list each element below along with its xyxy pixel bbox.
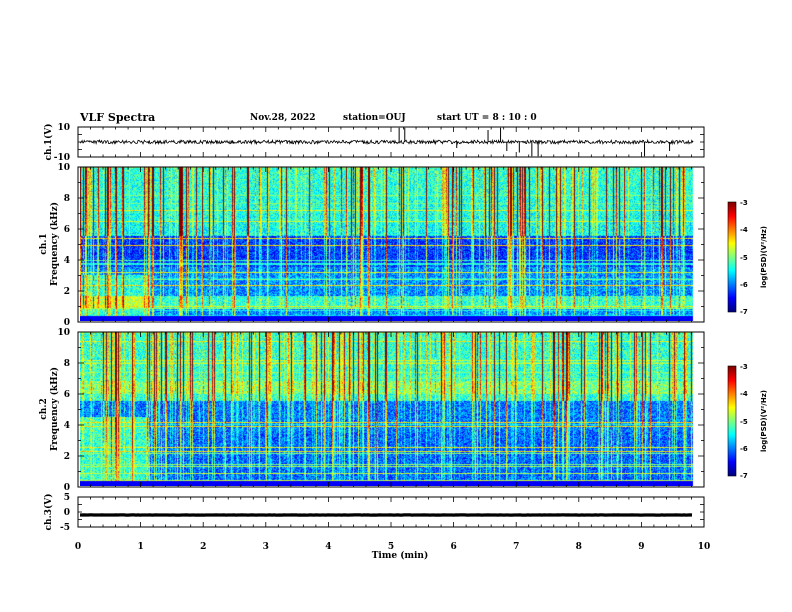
ch2-cb-tick-neg6: -6 xyxy=(740,445,748,453)
ch1-colorbar-frame xyxy=(727,201,737,313)
ch1-spectrogram-image xyxy=(80,167,694,321)
xtick-0: 0 xyxy=(75,542,81,552)
ch1-cb-tick-neg5: -5 xyxy=(740,254,748,262)
ch1-cb-tick-neg7: -7 xyxy=(740,308,748,316)
ch1-wave-ylabel: ch.1(V) xyxy=(43,124,54,161)
ch1-wave-ytick-neg10: -10 xyxy=(54,153,70,163)
plot-title: VLF Spectra xyxy=(80,111,156,124)
ch1-spec-ytick-4: 4 xyxy=(64,256,70,266)
date-label: Nov.28, 2022 xyxy=(250,113,316,123)
ch1-spec-ytick-8: 8 xyxy=(64,194,70,204)
xtick-1: 1 xyxy=(137,542,143,552)
ch2-cb-tick-neg7: -7 xyxy=(740,472,748,480)
ch1-wave-ytick-10: 10 xyxy=(57,123,70,133)
xtick-9: 9 xyxy=(638,542,644,552)
xtick-6: 6 xyxy=(450,542,456,552)
ch2-spec-ytick-6: 6 xyxy=(64,390,70,400)
ch1-cb-tick-neg6: -6 xyxy=(740,281,748,289)
ch3-wave-ylabel: ch.3(V) xyxy=(43,494,54,531)
ch2-cb-tick-neg5: -5 xyxy=(740,418,748,426)
ch1-waveform-spikes xyxy=(398,127,671,157)
ch3-wave-ytick-5: 5 xyxy=(64,493,70,503)
ch1-cb-tick-neg3: -3 xyxy=(740,199,748,207)
ch2-colorbar-frame xyxy=(727,365,737,477)
ch1-spec-ylabel-channel: ch.1 xyxy=(39,233,49,254)
ch2-spec-ytick-4: 4 xyxy=(64,421,70,431)
xtick-3: 3 xyxy=(263,542,269,552)
xtick-4: 4 xyxy=(325,542,331,552)
ch3-wave-ytick-neg5: -5 xyxy=(60,523,70,533)
ch1-spec-ytick-10: 10 xyxy=(57,163,70,173)
ch2-spectrogram-image xyxy=(80,332,694,486)
ch3-wave-ytick-0: 0 xyxy=(64,508,70,518)
ch1-waveform-trace xyxy=(79,138,694,146)
ch1-spec-ytick-0: 0 xyxy=(64,318,70,328)
x-axis-title: Time (min) xyxy=(372,550,429,561)
ch2-cb-tick-neg3: -3 xyxy=(740,363,748,371)
ch1-spec-ylabel-freq: Frequency (kHz) xyxy=(49,202,60,286)
ch1-cb-tick-neg4: -4 xyxy=(740,226,748,234)
start-time-label: start UT = 8 : 10 : 0 xyxy=(437,113,537,123)
ch2-spec-ytick-10: 10 xyxy=(57,328,70,338)
ch1-spec-ytick-6: 6 xyxy=(64,225,70,235)
ch1-spec-ytick-2: 2 xyxy=(64,287,70,297)
station-label: station=OUJ xyxy=(343,113,406,123)
xtick-7: 7 xyxy=(513,542,519,552)
ch2-spec-ytick-2: 2 xyxy=(64,452,70,462)
xtick-8: 8 xyxy=(576,542,582,552)
ch2-spectrogram-frame xyxy=(77,331,705,488)
xtick-2: 2 xyxy=(200,542,206,552)
ch2-spec-ylabel-channel: ch.2 xyxy=(39,398,49,419)
ch2-cb-label: log(PSD)(V²/Hz) xyxy=(760,390,768,452)
xtick-10: 10 xyxy=(698,542,711,552)
ch2-colorbar xyxy=(728,366,736,476)
ch1-spectrogram-frame xyxy=(77,166,705,323)
ch2-cb-tick-neg4: -4 xyxy=(740,390,748,398)
xtick-5: 5 xyxy=(388,542,394,552)
ch2-spec-ytick-8: 8 xyxy=(64,359,70,369)
axis-ticks xyxy=(77,126,705,528)
ch2-spec-ylabel-freq: Frequency (kHz) xyxy=(49,367,60,451)
ch2-spec-ytick-0: 0 xyxy=(64,483,70,493)
ch1-cb-label: log(PSD)(V²/Hz) xyxy=(760,226,768,288)
ch1-colorbar xyxy=(728,202,736,312)
